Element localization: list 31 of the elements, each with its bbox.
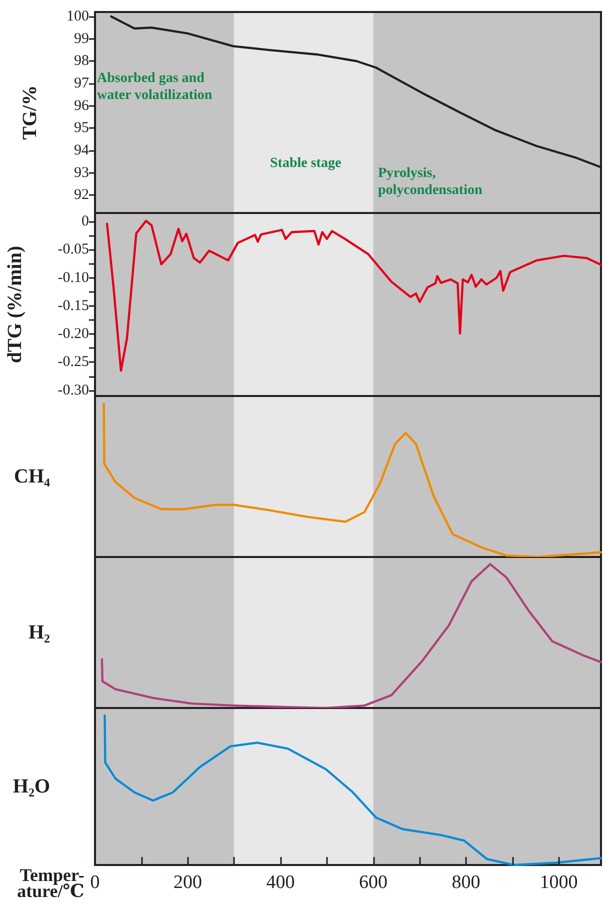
y-tick-label: 100 bbox=[66, 8, 89, 24]
x-tick-label: 600 bbox=[359, 872, 388, 893]
annotation: Absorbed gas and water volatilization bbox=[97, 71, 212, 103]
x-tick-label: 800 bbox=[452, 872, 480, 893]
y-tick-label: 95 bbox=[74, 120, 89, 136]
line-series bbox=[106, 220, 602, 372]
y-tick-label: 98 bbox=[74, 53, 89, 70]
x-tick-label: 1000 bbox=[540, 872, 578, 893]
y-tick-label: 99 bbox=[74, 30, 89, 47]
y-tick-label: -0.15 bbox=[58, 298, 89, 314]
y-tick-label: -0.30 bbox=[58, 382, 89, 398]
y-tick-label: 94 bbox=[74, 142, 90, 158]
y-tick-label: -0.10 bbox=[58, 270, 89, 286]
y-tick-label: 93 bbox=[74, 164, 89, 181]
x-tick-label: 400 bbox=[266, 872, 295, 893]
y-axis-title: CH₄ bbox=[14, 466, 50, 488]
annotation: Stable stage bbox=[270, 156, 342, 171]
y-tick-label: 97 bbox=[74, 75, 90, 92]
y-tick-label: 96 bbox=[74, 98, 90, 114]
y-axis-title: dTG (%/min) bbox=[4, 246, 26, 364]
y-axis-title: H₂O bbox=[12, 776, 50, 798]
y-tick-label: -0.05 bbox=[58, 242, 89, 258]
y-axis-title: H₂ bbox=[28, 622, 50, 644]
x-axis-title: Temper- ature/℃ bbox=[17, 865, 84, 901]
annotation: Pyrolysis, polycondensation bbox=[378, 166, 482, 198]
y-tick-label: -0.25 bbox=[58, 354, 89, 370]
y-axis-title: TG/% bbox=[19, 85, 41, 140]
y-tick-label: 0 bbox=[82, 213, 89, 230]
y-tick-label: 92 bbox=[74, 187, 89, 204]
y-tick-label: -0.20 bbox=[58, 326, 89, 342]
x-tick-label: 200 bbox=[174, 872, 202, 893]
